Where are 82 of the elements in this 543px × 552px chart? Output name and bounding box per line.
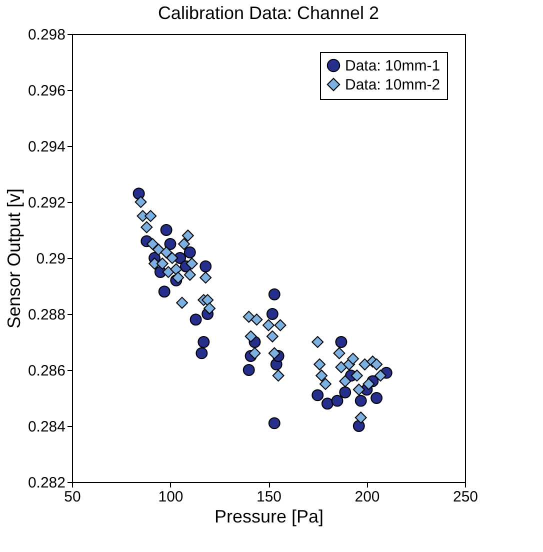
point (164, 238, 176, 250)
point (160, 246, 172, 258)
y-tick-label: 0.298 (28, 26, 66, 44)
point (312, 389, 324, 402)
point (186, 258, 198, 270)
point (152, 244, 164, 256)
point (178, 238, 190, 250)
point (335, 361, 348, 374)
point (272, 370, 284, 382)
point (202, 294, 214, 306)
y-tick-label: 0.292 (28, 194, 66, 212)
point (140, 221, 153, 234)
y-tick-label: 0.294 (28, 138, 66, 156)
x-tick-label: 150 (256, 488, 282, 506)
point (242, 310, 255, 323)
point (198, 336, 210, 348)
point (370, 358, 383, 370)
y-tick-label: 0.282 (28, 474, 66, 492)
x-tick-label: 250 (452, 488, 478, 506)
point (335, 336, 348, 348)
point (354, 412, 367, 424)
y-tick-label: 0.296 (28, 82, 66, 100)
point (321, 398, 334, 410)
point (200, 272, 212, 284)
point (354, 394, 367, 407)
point (333, 347, 346, 360)
point (320, 378, 332, 390)
point (316, 370, 328, 382)
point (132, 188, 145, 200)
point (170, 263, 182, 276)
point (248, 347, 261, 360)
point (352, 420, 365, 432)
point (190, 314, 202, 326)
point (200, 260, 212, 272)
point (268, 288, 280, 300)
point (250, 314, 263, 326)
point (160, 224, 172, 236)
point (266, 330, 278, 342)
point (339, 386, 352, 398)
point (339, 375, 352, 388)
x-axis-title: Pressure [Pa] (214, 506, 324, 526)
y-axis-title: Sensor Output [v] (4, 188, 24, 329)
point (172, 272, 184, 284)
point (144, 210, 157, 222)
point (134, 196, 147, 208)
point (331, 394, 344, 407)
y-tick-label: 0.29 (36, 250, 66, 268)
point (196, 347, 208, 360)
x-tick-label: 50 (64, 488, 81, 506)
point (182, 230, 194, 242)
point (176, 296, 188, 309)
point (347, 352, 359, 365)
point (312, 336, 324, 348)
point (242, 364, 255, 376)
point (146, 238, 159, 250)
y-tick-label: 0.286 (28, 362, 66, 380)
y-tick-label: 0.284 (28, 418, 66, 436)
point (352, 384, 365, 396)
legend-label: Data: 10mm-2 (345, 76, 440, 94)
point (158, 286, 170, 298)
point (166, 252, 178, 264)
x-tick-label: 200 (354, 488, 380, 506)
point (274, 319, 286, 332)
point (362, 378, 375, 390)
point (374, 370, 386, 382)
x-tick-label: 100 (158, 488, 184, 506)
point (244, 330, 257, 342)
point (350, 370, 363, 382)
point (268, 417, 280, 430)
point (268, 347, 280, 360)
point (184, 246, 196, 258)
point (370, 392, 383, 404)
point (204, 302, 216, 314)
point (314, 358, 326, 370)
point (262, 319, 274, 332)
point (184, 268, 196, 281)
y-tick-label: 0.288 (28, 306, 66, 324)
point (156, 258, 168, 270)
chart-title: Calibration Data: Channel 2 (158, 3, 380, 23)
legend-label: Data: 10mm-1 (345, 58, 440, 74)
point (266, 308, 278, 320)
point (358, 358, 371, 370)
